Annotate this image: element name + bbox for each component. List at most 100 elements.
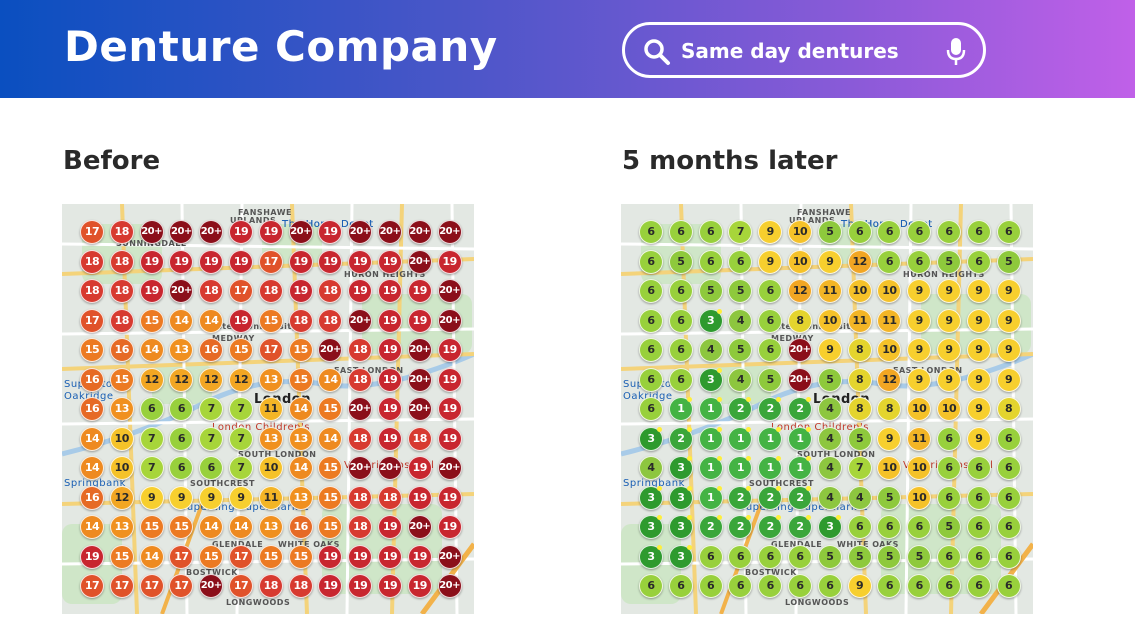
- rank-marker[interactable]: 2: [758, 515, 783, 539]
- rank-marker[interactable]: 6: [758, 279, 783, 303]
- rank-marker[interactable]: 19: [229, 308, 253, 333]
- rank-marker[interactable]: 6: [698, 249, 723, 274]
- rank-marker[interactable]: 15: [109, 544, 134, 569]
- rank-marker[interactable]: 7: [229, 456, 253, 480]
- rank-marker[interactable]: 19: [378, 338, 402, 362]
- rank-marker[interactable]: 3: [668, 456, 693, 480]
- rank-marker[interactable]: 13: [288, 426, 313, 451]
- rank-marker[interactable]: 9: [199, 485, 224, 510]
- rank-marker[interactable]: 19: [139, 279, 164, 303]
- rank-marker[interactable]: 6: [817, 574, 842, 598]
- rank-marker[interactable]: 6: [937, 220, 961, 244]
- rank-marker[interactable]: 19: [229, 249, 253, 274]
- rank-marker[interactable]: 8: [847, 367, 872, 392]
- rank-marker[interactable]: 16: [80, 367, 104, 392]
- rank-marker[interactable]: 13: [109, 515, 134, 539]
- rank-marker[interactable]: 5: [758, 367, 783, 392]
- rank-marker[interactable]: 5: [698, 279, 723, 303]
- rank-marker[interactable]: 6: [169, 397, 194, 421]
- rank-marker[interactable]: 11: [817, 279, 842, 303]
- rank-marker[interactable]: 6: [877, 249, 902, 274]
- search-input[interactable]: Same day dentures: [681, 39, 899, 63]
- rank-marker[interactable]: 6: [668, 338, 693, 362]
- rank-marker[interactable]: 19: [258, 220, 283, 244]
- rank-marker[interactable]: 2: [758, 485, 783, 510]
- rank-marker[interactable]: 1: [698, 485, 723, 510]
- rank-marker[interactable]: 14: [139, 338, 164, 362]
- rank-marker[interactable]: 5: [847, 544, 872, 569]
- rank-marker[interactable]: 18: [288, 574, 313, 598]
- rank-marker[interactable]: 6: [966, 515, 991, 539]
- rank-marker[interactable]: 10: [258, 456, 283, 480]
- rank-marker[interactable]: 6: [877, 574, 902, 598]
- rank-marker[interactable]: 19: [318, 544, 343, 569]
- rank-marker[interactable]: 17: [258, 338, 283, 362]
- rank-marker[interactable]: 9: [907, 308, 932, 333]
- rank-marker[interactable]: 9: [847, 574, 872, 598]
- rank-marker[interactable]: 5: [817, 544, 842, 569]
- rank-marker[interactable]: 20+: [437, 456, 462, 480]
- rank-marker[interactable]: 9: [966, 279, 991, 303]
- rank-marker[interactable]: 12: [169, 367, 194, 392]
- rank-marker[interactable]: 9: [139, 485, 164, 510]
- rank-marker[interactable]: 16: [199, 338, 224, 362]
- rank-marker[interactable]: 19: [437, 426, 462, 451]
- rank-marker[interactable]: 19: [378, 249, 402, 274]
- rank-marker[interactable]: 17: [169, 544, 194, 569]
- rank-marker[interactable]: 5: [877, 485, 902, 510]
- rank-marker[interactable]: 18: [348, 515, 373, 539]
- rank-marker[interactable]: 9: [966, 397, 991, 421]
- rank-marker[interactable]: 16: [288, 515, 313, 539]
- rank-marker[interactable]: 12: [229, 367, 253, 392]
- rank-marker[interactable]: 6: [996, 456, 1021, 480]
- rank-marker[interactable]: 9: [169, 485, 194, 510]
- rank-marker[interactable]: 18: [199, 279, 224, 303]
- rank-marker[interactable]: 19: [288, 249, 313, 274]
- rank-marker[interactable]: 20+: [407, 515, 432, 539]
- rank-marker[interactable]: 6: [639, 308, 663, 333]
- rank-marker[interactable]: 17: [229, 574, 253, 598]
- rank-marker[interactable]: 15: [169, 515, 194, 539]
- rank-marker[interactable]: 17: [80, 574, 104, 598]
- rank-marker[interactable]: 15: [288, 338, 313, 362]
- rank-marker[interactable]: 19: [348, 574, 373, 598]
- rank-marker[interactable]: 19: [437, 485, 462, 510]
- rank-marker[interactable]: 3: [639, 544, 663, 569]
- rank-marker[interactable]: 6: [639, 574, 663, 598]
- rank-marker[interactable]: 18: [348, 338, 373, 362]
- rank-marker[interactable]: 9: [937, 367, 961, 392]
- rank-marker[interactable]: 20+: [407, 338, 432, 362]
- rank-marker[interactable]: 1: [758, 456, 783, 480]
- rank-marker[interactable]: 6: [698, 544, 723, 569]
- rank-marker[interactable]: 12: [788, 279, 812, 303]
- rank-marker[interactable]: 6: [169, 456, 194, 480]
- rank-marker[interactable]: 20+: [169, 279, 194, 303]
- rank-marker[interactable]: 12: [109, 485, 134, 510]
- rank-marker[interactable]: 20+: [288, 220, 313, 244]
- rank-marker[interactable]: 4: [639, 456, 663, 480]
- rank-marker[interactable]: 3: [698, 308, 723, 333]
- rank-marker[interactable]: 17: [109, 574, 134, 598]
- rank-marker[interactable]: 10: [907, 485, 932, 510]
- rank-marker[interactable]: 15: [139, 515, 164, 539]
- rank-marker[interactable]: 6: [758, 338, 783, 362]
- rank-marker[interactable]: 12: [139, 367, 164, 392]
- rank-marker[interactable]: 1: [698, 397, 723, 421]
- rank-marker[interactable]: 14: [80, 456, 104, 480]
- rank-marker[interactable]: 7: [139, 456, 164, 480]
- rank-marker[interactable]: 20+: [139, 220, 164, 244]
- rank-marker[interactable]: 6: [758, 574, 783, 598]
- rank-marker[interactable]: 3: [639, 426, 663, 451]
- rank-marker[interactable]: 5: [817, 367, 842, 392]
- rank-marker[interactable]: 6: [907, 515, 932, 539]
- rank-marker[interactable]: 1: [728, 456, 753, 480]
- rank-marker[interactable]: 19: [318, 220, 343, 244]
- rank-marker[interactable]: 6: [199, 456, 224, 480]
- rank-marker[interactable]: 19: [348, 249, 373, 274]
- rank-marker[interactable]: 6: [788, 544, 812, 569]
- rank-marker[interactable]: 20+: [437, 220, 462, 244]
- rank-marker[interactable]: 13: [169, 338, 194, 362]
- rank-marker[interactable]: 1: [788, 426, 812, 451]
- rank-marker[interactable]: 4: [698, 338, 723, 362]
- rank-marker[interactable]: 5: [937, 249, 961, 274]
